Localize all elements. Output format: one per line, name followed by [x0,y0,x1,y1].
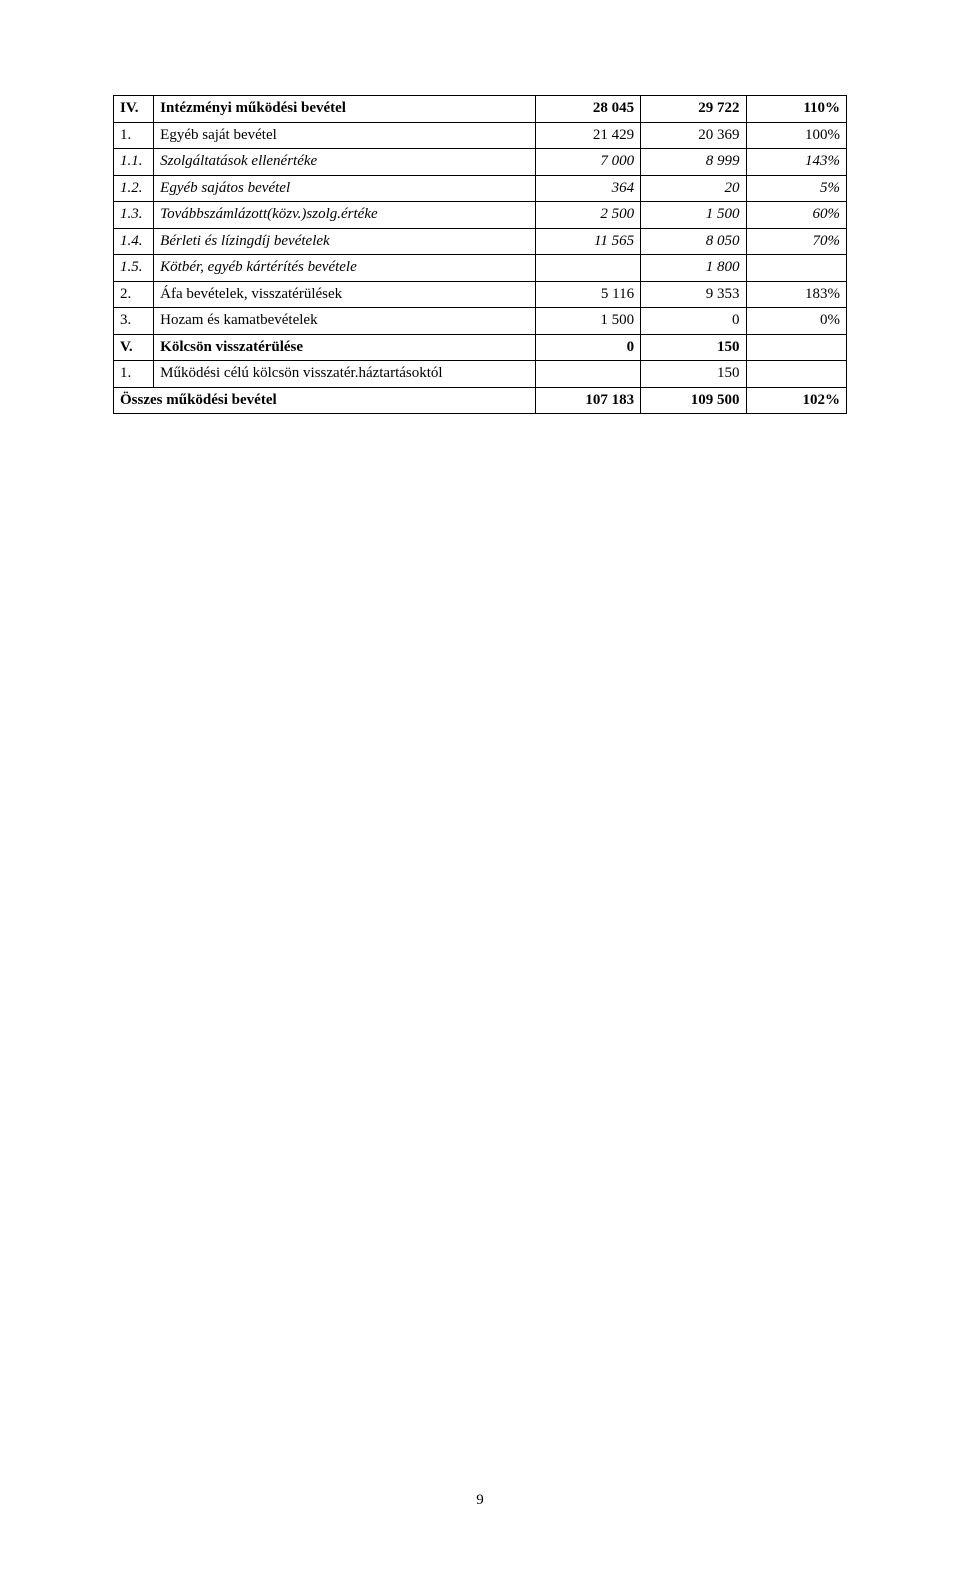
row-label: Áfa bevételek, visszatérülések [154,281,536,308]
row-value-1: 5 116 [535,281,640,308]
row-value-1 [535,255,640,282]
row-value-2: 1 500 [641,202,746,229]
table-row: V.Kölcsön visszatérülése0150 [114,334,847,361]
table-row: IV.Intézményi működési bevétel28 04529 7… [114,96,847,123]
row-value-2: 20 [641,175,746,202]
row-value-3 [746,334,846,361]
row-label: Továbbszámlázott(közv.)szolg.értéke [154,202,536,229]
page-content: IV.Intézményi működési bevétel28 04529 7… [0,0,960,414]
row-label: Egyéb saját bevétel [154,122,536,149]
row-value-1: 364 [535,175,640,202]
row-value-3: 60% [746,202,846,229]
table-row: 1.Egyéb saját bevétel21 42920 369100% [114,122,847,149]
row-label: Hozam és kamatbevételek [154,308,536,335]
row-value-3: 5% [746,175,846,202]
table-row: 1.2.Egyéb sajátos bevétel364205% [114,175,847,202]
row-number: 3. [114,308,154,335]
row-value-2: 8 999 [641,149,746,176]
row-value-3 [746,255,846,282]
row-value-3 [746,361,846,388]
row-value-2: 20 369 [641,122,746,149]
row-number: 2. [114,281,154,308]
table-row: 2.Áfa bevételek, visszatérülések5 1169 3… [114,281,847,308]
row-number: V. [114,334,154,361]
row-value-1: 2 500 [535,202,640,229]
row-value-2: 150 [641,334,746,361]
row-number: 1.1. [114,149,154,176]
row-number: 1.5. [114,255,154,282]
table-row: 1.1.Szolgáltatások ellenértéke7 0008 999… [114,149,847,176]
row-value-1: 11 565 [535,228,640,255]
total-value-2: 109 500 [641,387,746,414]
row-value-3: 70% [746,228,846,255]
row-value-2: 150 [641,361,746,388]
row-label: Intézményi működési bevétel [154,96,536,123]
page-number: 9 [0,1492,960,1509]
row-number: 1.4. [114,228,154,255]
row-value-1: 28 045 [535,96,640,123]
row-label: Működési célú kölcsön visszatér.háztartá… [154,361,536,388]
row-number: 1.2. [114,175,154,202]
row-value-2: 9 353 [641,281,746,308]
row-label: Kötbér, egyéb kártérítés bevétele [154,255,536,282]
row-number: 1. [114,122,154,149]
row-value-1: 1 500 [535,308,640,335]
table-row: 1.Működési célú kölcsön visszatér.háztar… [114,361,847,388]
row-label: Egyéb sajátos bevétel [154,175,536,202]
table-row: 1.4.Bérleti és lízingdíj bevételek11 565… [114,228,847,255]
row-value-3: 110% [746,96,846,123]
table-row: 1.3.Továbbszámlázott(közv.)szolg.értéke2… [114,202,847,229]
row-value-2: 0 [641,308,746,335]
row-value-2: 8 050 [641,228,746,255]
row-label: Bérleti és lízingdíj bevételek [154,228,536,255]
row-value-3: 100% [746,122,846,149]
row-value-1 [535,361,640,388]
row-number: IV. [114,96,154,123]
total-label: Összes működési bevétel [114,387,536,414]
row-label: Szolgáltatások ellenértéke [154,149,536,176]
row-value-3: 143% [746,149,846,176]
table-row: 1.5.Kötbér, egyéb kártérítés bevétele 1 8… [114,255,847,282]
row-value-2: 29 722 [641,96,746,123]
row-value-2: 1 800 [641,255,746,282]
total-value-1: 107 183 [535,387,640,414]
row-value-3: 183% [746,281,846,308]
row-value-1: 7 000 [535,149,640,176]
financial-table: IV.Intézményi működési bevétel28 04529 7… [113,95,847,414]
total-value-3: 102% [746,387,846,414]
table-row: 3.Hozam és kamatbevételek1 50000% [114,308,847,335]
row-number: 1.3. [114,202,154,229]
row-value-1: 0 [535,334,640,361]
row-value-1: 21 429 [535,122,640,149]
table-body: IV.Intézményi működési bevétel28 04529 7… [114,96,847,414]
table-total-row: Összes működési bevétel107 183109 500102… [114,387,847,414]
row-value-3: 0% [746,308,846,335]
row-number: 1. [114,361,154,388]
row-label: Kölcsön visszatérülése [154,334,536,361]
